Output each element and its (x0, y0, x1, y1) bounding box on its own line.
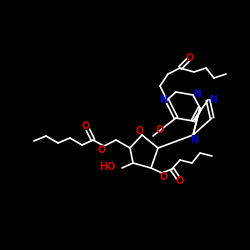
Text: HO: HO (98, 162, 115, 172)
Text: O: O (82, 121, 90, 131)
Text: N: N (159, 95, 167, 105)
Text: N: N (193, 89, 201, 99)
Text: O: O (98, 145, 106, 155)
Text: O: O (186, 53, 194, 63)
Text: O: O (176, 176, 184, 186)
Text: O: O (136, 126, 144, 136)
Text: N: N (209, 95, 217, 105)
Text: O: O (160, 172, 168, 182)
Text: N: N (190, 135, 198, 145)
Text: O: O (156, 125, 164, 135)
